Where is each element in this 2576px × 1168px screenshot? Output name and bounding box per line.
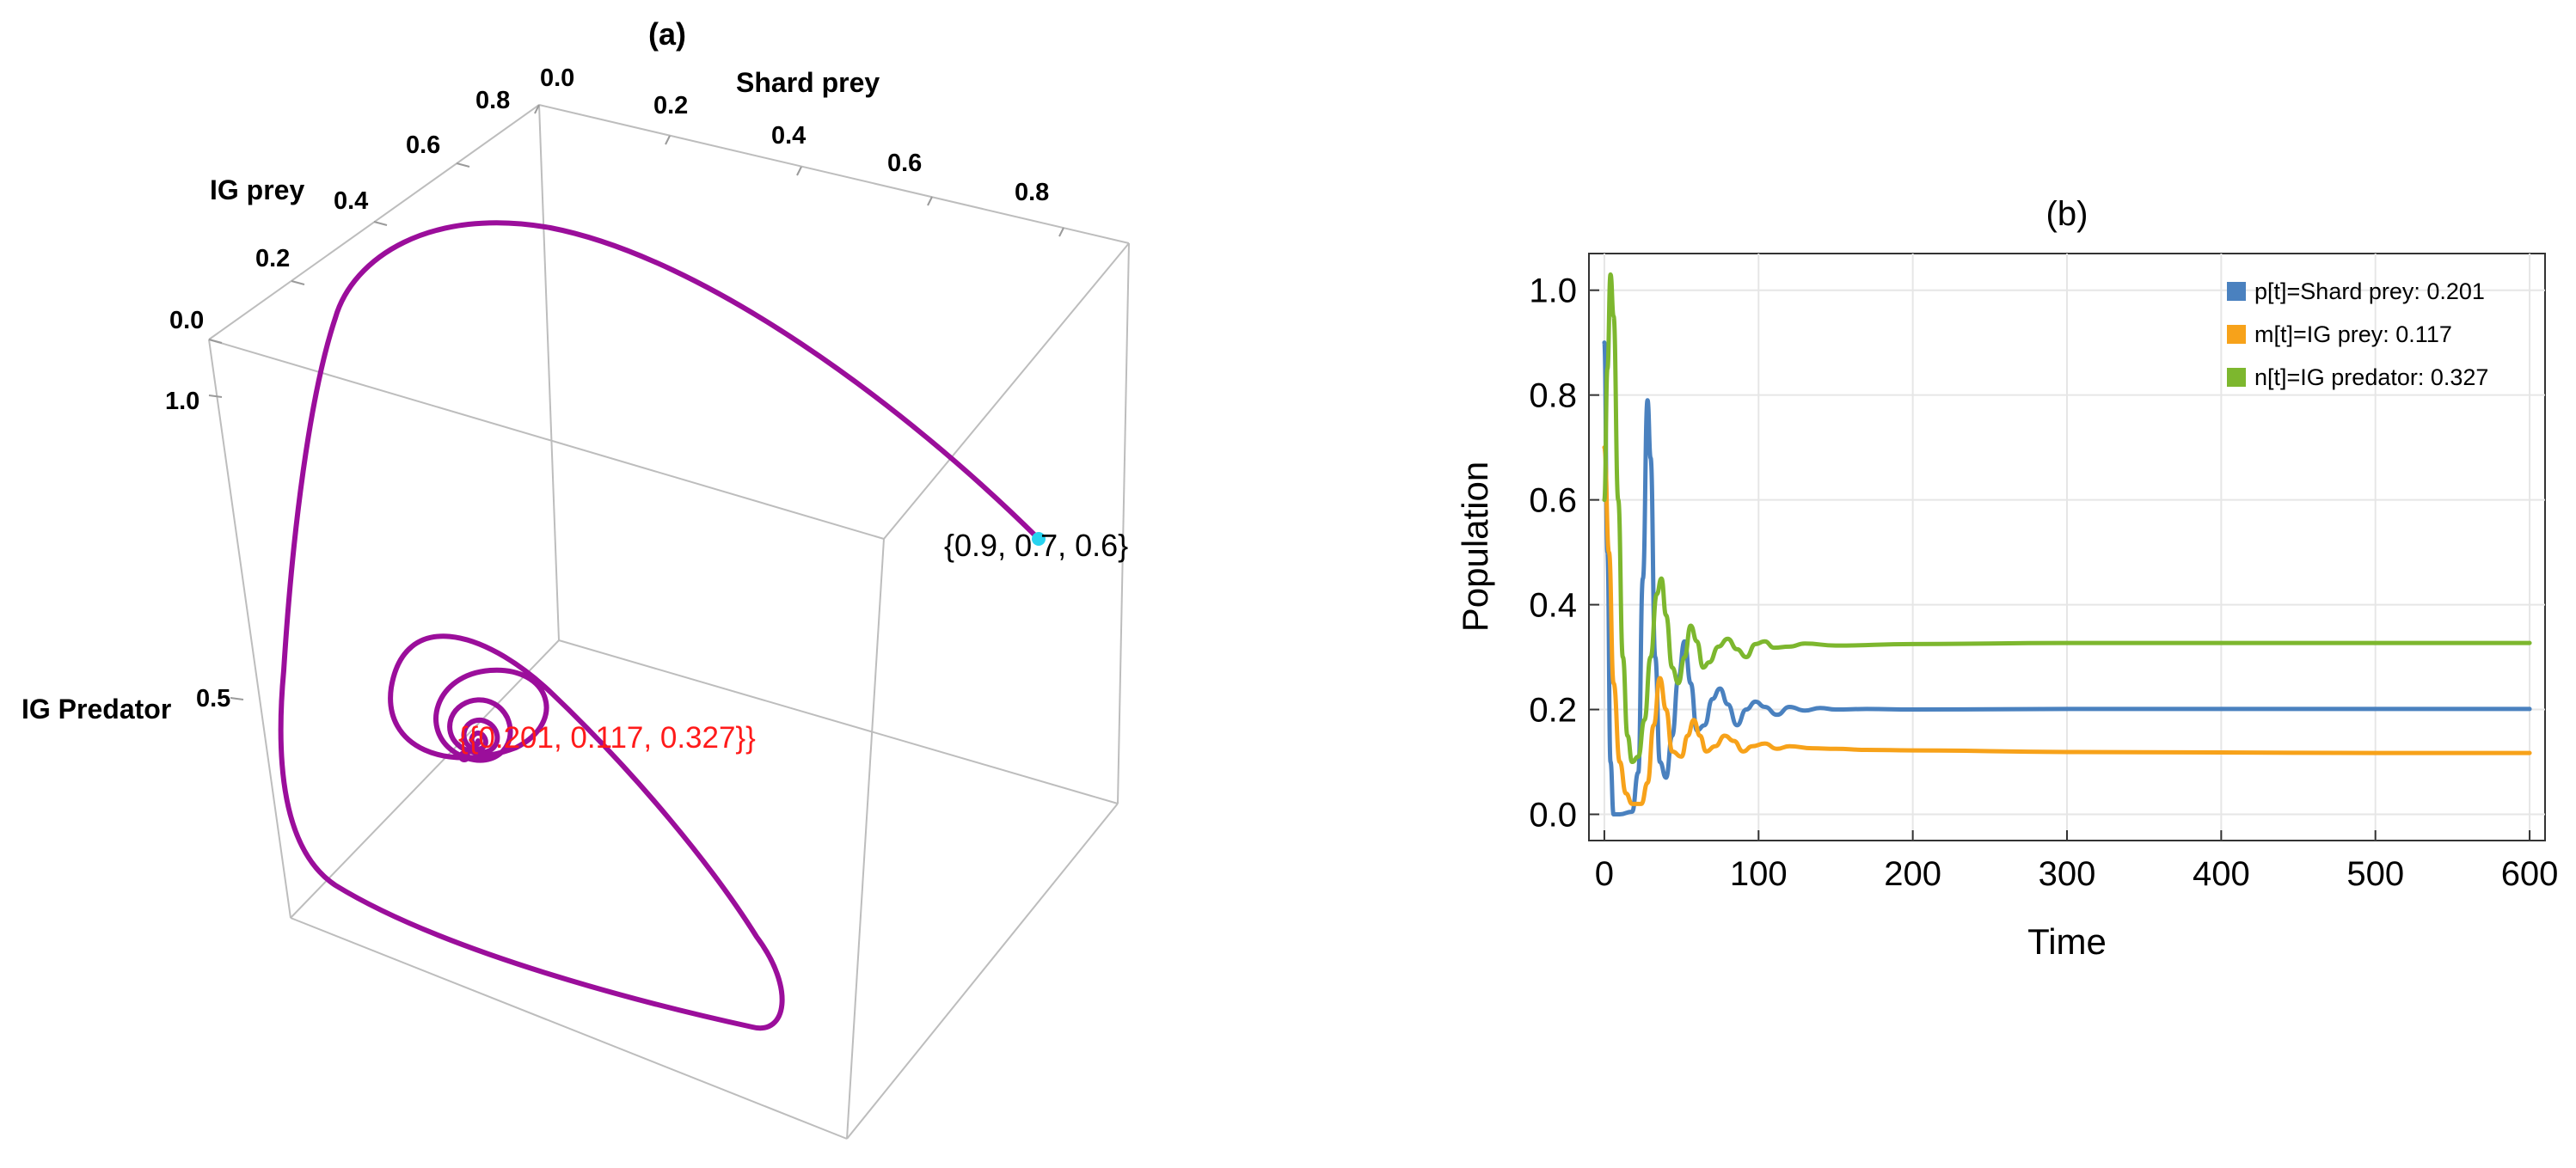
box-edge [883, 242, 1130, 540]
y-tick-label: 0.2 [1529, 692, 1577, 730]
x-tick-label: 0.6 [887, 150, 922, 177]
y-tick-label: 0.8 [1529, 377, 1577, 415]
legend-swatch-ig-predator [2227, 368, 2246, 387]
box-edge [290, 917, 848, 1140]
legend-swatch-ig-prey [2227, 325, 2246, 344]
box-edge [538, 104, 1130, 244]
x-tick [1058, 227, 1064, 237]
x-tick-label: 0.8 [1015, 179, 1049, 206]
x-tick-label: 200 [1884, 855, 1941, 893]
series-line-ig-predator [1602, 272, 2532, 765]
y-tick-label: 1.0 [1529, 272, 1577, 310]
x-tick-label: 0.4 [771, 122, 806, 150]
z-tick-label: 0.5 [196, 685, 230, 712]
x-tick-label: 100 [1730, 855, 1788, 893]
3d-tick-labels: 0.0 0.2 0.4 0.6 0.8 0.0 0.2 0.4 0.6 0.8 … [165, 64, 1049, 712]
y-tick-label: 0.4 [1529, 587, 1577, 625]
start-point [1032, 532, 1046, 546]
box-edge [558, 639, 1119, 804]
3d-ticks [208, 104, 1064, 700]
y-tick [291, 280, 305, 285]
x-tick-label: 0.2 [653, 92, 688, 119]
3d-box [208, 104, 1130, 1140]
y-tick-label: 0.2 [255, 245, 290, 272]
box-edge [538, 104, 560, 641]
y-tick-label: 0.6 [406, 131, 440, 159]
y-tick-label: 0.4 [334, 187, 368, 215]
legend: p[t]=Shard prey: 0.201 m[t]=IG prey: 0.1… [2227, 278, 2488, 390]
x-tick [927, 196, 933, 206]
panel-b: (b) 0 100 200 300 400 500 600 0.0 0.2 0.4 0.6 0.8 1.… [1455, 195, 2558, 962]
x-tick-label: 500 [2346, 855, 2404, 893]
grid [1589, 254, 2545, 841]
box-edge [846, 803, 1119, 1140]
box-edge [290, 639, 560, 919]
phase-trajectory [278, 220, 1041, 1031]
y-tick-label: 0.6 [1529, 482, 1577, 520]
x-tick [665, 135, 671, 145]
box-edge [208, 339, 291, 919]
equilibrium-point [458, 750, 470, 762]
x-tick-label: 0.0 [540, 64, 574, 92]
series-line-ig-prey [1602, 445, 2532, 806]
legend-swatch-shard-prey [2227, 282, 2246, 301]
panel-a: (a) [21, 16, 1130, 1140]
legend-label-ig-predator: n[t]=IG predator: 0.327 [2254, 364, 2488, 390]
y-tick [456, 162, 470, 168]
y-tick [373, 221, 388, 226]
z-tick-label: 1.0 [165, 388, 199, 415]
panel-a-title: (a) [648, 16, 686, 52]
legend-label-shard-prey: p[t]=Shard prey: 0.201 [2254, 278, 2485, 304]
x-tick-label: 600 [2501, 855, 2559, 893]
y-axis-label: Population [1455, 462, 1495, 633]
y-tick [208, 339, 223, 344]
y-tick-label: 0.0 [1529, 797, 1577, 835]
x-axis-label: Time [2027, 921, 2107, 962]
x-axis-label: Shard prey [736, 67, 880, 98]
box-edge [846, 538, 885, 1140]
start-point-label: {0.9, 0.7, 0.6} [944, 528, 1128, 563]
legend-label-ig-prey: m[t]=IG prey: 0.117 [2254, 321, 2452, 347]
z-tick [208, 394, 223, 398]
x-tick-label: 400 [2193, 855, 2250, 893]
x-tick-label: 300 [2039, 855, 2096, 893]
y-axis-label: IG prey [210, 174, 304, 205]
x-tick [796, 166, 802, 176]
equilibrium-label: {{0.201, 0.117, 0.327}} [458, 721, 756, 755]
x-tick [534, 104, 540, 114]
series-group [1602, 272, 2532, 817]
y-tick-label: 0.8 [475, 87, 510, 114]
x-tick-label: 0 [1595, 855, 1614, 893]
panel-b-title: (b) [2046, 195, 2088, 233]
z-tick [230, 697, 244, 700]
y-tick-label: 0.0 [169, 307, 204, 334]
tick-group: 0 100 200 300 400 500 600 0.0 0.2 0.4 0.6 0.8 1.0 [1529, 272, 2558, 893]
z-axis-label: IG Predator [21, 694, 171, 725]
box-edge [1117, 242, 1130, 804]
